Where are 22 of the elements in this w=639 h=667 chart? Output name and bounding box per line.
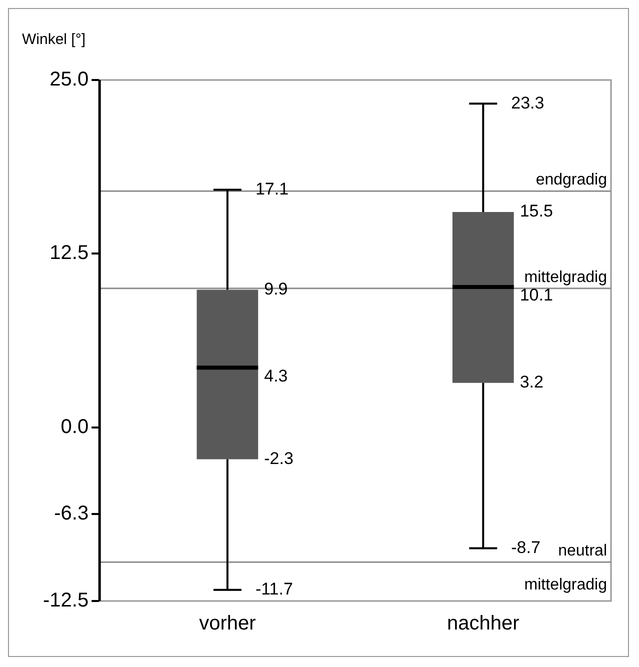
annotation: 23.3 [511, 93, 544, 112]
annotation: 17.1 [255, 179, 289, 198]
y-tick-label: 25.0 [50, 68, 89, 91]
y-tick-label: -6.3 [54, 502, 89, 525]
annotation: -11.7 [255, 580, 293, 599]
annotation: -2.3 [264, 448, 294, 468]
y-tick-label: -12.5 [42, 590, 89, 612]
ref-line-label: endgradig [536, 172, 607, 189]
annotation: -8.7 [511, 538, 540, 557]
annotation: 15.5 [520, 202, 553, 221]
annotation: 10.1 [520, 286, 553, 305]
ref-line-label: neutral [558, 542, 607, 560]
annotation: mittelgradig [524, 576, 607, 594]
y-axis-title: Winkel [°] [22, 31, 86, 48]
annotation: 3.2 [520, 372, 544, 392]
annotation: 4.3 [264, 366, 288, 386]
x-tick-label: nachher [447, 612, 520, 635]
x-tick-label: vorher [199, 612, 256, 635]
y-tick-label: 0.0 [60, 416, 89, 438]
ref-line-label: mittelgradig [524, 268, 607, 286]
y-tick-label: 12.5 [50, 242, 89, 264]
annotation: 9.9 [264, 279, 288, 298]
